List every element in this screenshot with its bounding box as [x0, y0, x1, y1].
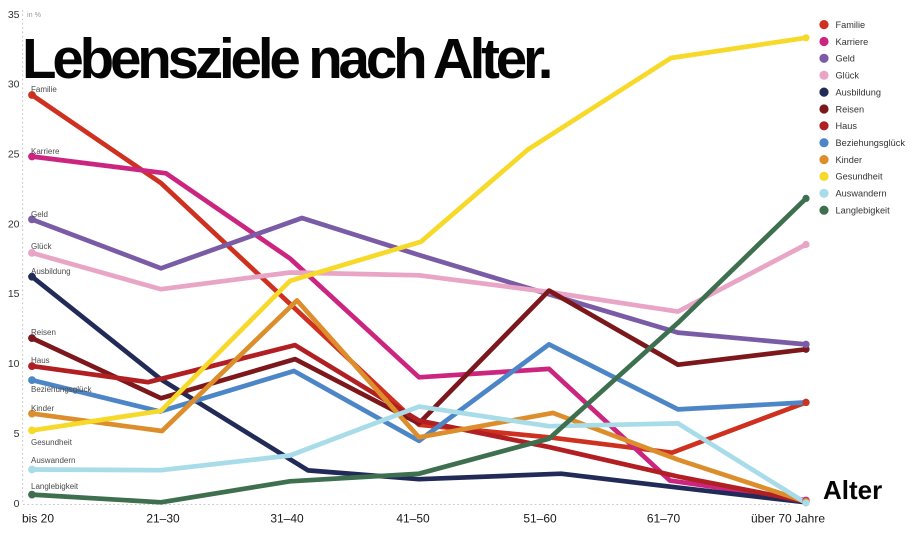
svg-text:Ausbildung: Ausbildung — [836, 87, 881, 97]
svg-text:Gesundheit: Gesundheit — [31, 438, 73, 447]
svg-text:in %: in % — [27, 10, 42, 19]
svg-text:41–50: 41–50 — [396, 512, 430, 526]
svg-text:Auswandern: Auswandern — [836, 189, 887, 199]
svg-text:Langlebigkeit: Langlebigkeit — [31, 482, 79, 491]
svg-text:35: 35 — [8, 9, 20, 21]
svg-text:Kinder: Kinder — [31, 404, 54, 413]
svg-text:Gesundheit: Gesundheit — [836, 172, 883, 182]
svg-text:Kinder: Kinder — [836, 155, 863, 165]
svg-text:30: 30 — [8, 79, 20, 91]
svg-text:Geld: Geld — [31, 210, 48, 219]
svg-text:51–60: 51–60 — [523, 512, 557, 526]
svg-text:Karriere: Karriere — [836, 37, 869, 47]
svg-text:Reisen: Reisen — [836, 104, 865, 114]
svg-text:25: 25 — [8, 149, 20, 161]
svg-text:Reisen: Reisen — [31, 328, 56, 337]
svg-text:Langlebigkeit: Langlebigkeit — [836, 206, 891, 216]
svg-text:10: 10 — [8, 358, 20, 370]
svg-text:Lebensziele nach Alter.: Lebensziele nach Alter. — [22, 27, 550, 90]
svg-text:0: 0 — [14, 498, 20, 510]
svg-text:5: 5 — [14, 428, 20, 440]
svg-text:bis 20: bis 20 — [22, 512, 54, 526]
svg-text:15: 15 — [8, 288, 20, 300]
svg-text:Beziehungsglück: Beziehungsglück — [836, 138, 906, 148]
svg-text:31–40: 31–40 — [270, 512, 304, 526]
svg-text:21–30: 21–30 — [146, 512, 180, 526]
svg-text:Alter: Alter — [823, 475, 882, 505]
svg-text:Karriere: Karriere — [31, 147, 60, 156]
svg-text:Familie: Familie — [836, 20, 866, 30]
svg-text:Glück: Glück — [31, 242, 52, 251]
svg-text:Beziehungsglück: Beziehungsglück — [31, 385, 92, 394]
svg-text:Auswandern: Auswandern — [31, 456, 75, 465]
svg-text:20: 20 — [8, 218, 20, 230]
svg-text:Glück: Glück — [836, 71, 860, 81]
svg-text:Haus: Haus — [31, 356, 50, 365]
svg-text:Familie: Familie — [31, 85, 57, 94]
svg-text:61–70: 61–70 — [647, 512, 681, 526]
svg-text:Ausbildung: Ausbildung — [31, 267, 71, 276]
svg-text:über 70 Jahre: über 70 Jahre — [751, 512, 825, 526]
svg-text:Haus: Haus — [836, 121, 858, 131]
svg-text:Geld: Geld — [836, 54, 855, 64]
